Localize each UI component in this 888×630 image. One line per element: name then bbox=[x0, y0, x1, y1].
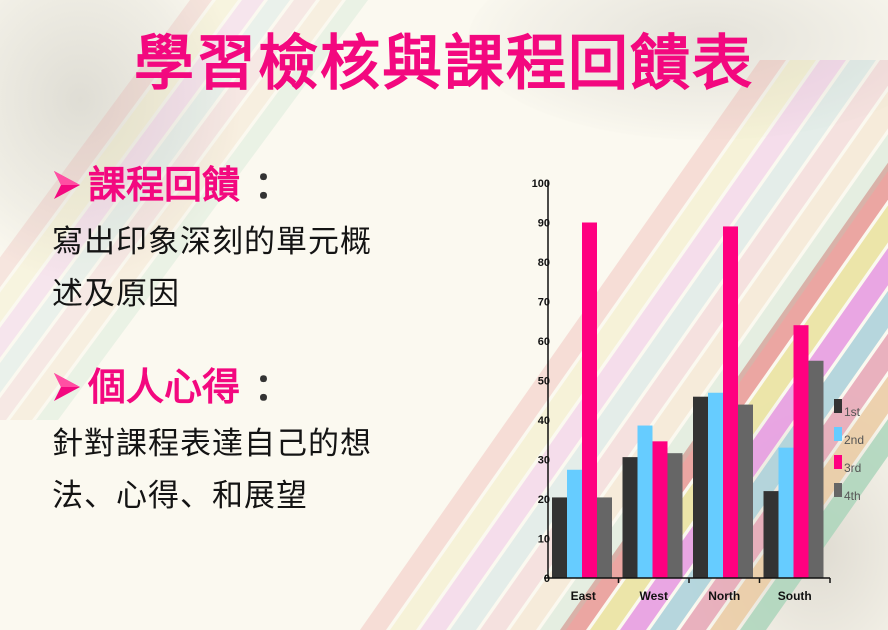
y-axis-tick-label: 70 bbox=[538, 297, 550, 309]
y-axis-tick-label: 80 bbox=[538, 257, 550, 269]
section-heading: 課程回饋 ： bbox=[52, 160, 372, 210]
stripe-faint bbox=[0, 0, 316, 420]
stripe-faint bbox=[0, 0, 290, 393]
bar-chart-canvas: East West North South 0 10 20 30 40 50 60 70 80 90 100… bbox=[532, 178, 864, 603]
bar-north-4th bbox=[738, 404, 753, 578]
body-line: 述及原因 bbox=[52, 276, 180, 312]
x-axis-label: East bbox=[571, 589, 596, 603]
stripe bbox=[620, 248, 888, 630]
body-line: 寫出印象深刻的單元概 bbox=[52, 224, 372, 260]
bar-east-2nd bbox=[567, 469, 582, 578]
stripe-faint bbox=[510, 91, 888, 630]
stripe-faint bbox=[10, 0, 342, 420]
legend-swatch bbox=[834, 427, 842, 441]
stripe-faint bbox=[0, 0, 212, 288]
legend-label: 4th bbox=[844, 489, 861, 503]
section-body: 寫出印象深刻的單元概 述及原因 bbox=[52, 216, 372, 320]
stripe-faint bbox=[36, 0, 368, 420]
y-axis-tick-label: 40 bbox=[538, 415, 550, 427]
legend-label: 3rd bbox=[844, 461, 861, 475]
stripe-faint bbox=[360, 60, 786, 630]
section-body: 針對課程表達自己的想 法、心得、和展望 bbox=[52, 418, 372, 522]
y-axis-tick-label: 10 bbox=[538, 534, 550, 546]
legend-swatch bbox=[834, 399, 842, 413]
y-axis-tick-label: 0 bbox=[544, 573, 550, 585]
x-axis-label: West bbox=[640, 589, 668, 603]
y-axis-tick-label: 50 bbox=[538, 376, 550, 388]
stripe-faint bbox=[0, 0, 264, 358]
section-heading: 個人心得 ： bbox=[52, 362, 372, 412]
section-personal-reflection: 個人心得 ： 針對課程表達自己的想 法、心得、和展望 bbox=[52, 362, 372, 522]
bar-west-3rd bbox=[652, 441, 668, 578]
section-heading-text: 課程回饋 bbox=[88, 163, 241, 207]
y-axis-tick-label: 20 bbox=[538, 494, 550, 506]
bar-east-1st bbox=[552, 497, 567, 578]
stripe-faint bbox=[420, 60, 846, 630]
bar-west-2nd bbox=[637, 425, 653, 578]
arrow-bullet-icon bbox=[54, 373, 80, 401]
x-axis-label: North bbox=[708, 589, 740, 603]
section-heading-colon: ： bbox=[254, 163, 293, 207]
bar-chart: East West North South 0 10 20 30 40 50 60 70 80 90 100… bbox=[520, 170, 880, 620]
stripe-faint bbox=[540, 134, 888, 630]
slide-title: 學習檢核與課程回饋表 bbox=[134, 29, 754, 99]
stripe bbox=[710, 376, 888, 630]
legend-swatch bbox=[834, 455, 842, 469]
body-line: 法、心得、和展望 bbox=[52, 478, 308, 514]
bar-north-1st bbox=[693, 396, 708, 578]
y-axis-tick-label: 100 bbox=[532, 178, 550, 190]
bar-south-4th bbox=[808, 360, 824, 578]
y-axis-tick-label: 60 bbox=[538, 336, 550, 348]
legend-label: 2nd bbox=[844, 433, 864, 447]
y-axis-tick-label: 30 bbox=[538, 455, 550, 467]
stripe-faint bbox=[450, 60, 876, 630]
body-line: 針對課程表達自己的想 bbox=[52, 426, 372, 462]
bar-north-3rd bbox=[723, 226, 738, 578]
stripe-faint bbox=[0, 0, 238, 323]
y-axis-tick-label: 90 bbox=[538, 218, 550, 230]
section-heading-text: 個人心得 bbox=[88, 365, 241, 409]
bar-west-4th bbox=[667, 453, 683, 578]
bar-west-1st bbox=[622, 457, 638, 578]
bar-north-2nd bbox=[708, 392, 723, 578]
stripe-faint bbox=[390, 60, 816, 630]
bar-south-2nd bbox=[778, 447, 794, 578]
section-heading-colon: ： bbox=[254, 365, 293, 409]
bar-east-4th bbox=[597, 497, 612, 578]
section-course-feedback: 課程回饋 ： 寫出印象深刻的單元概 述及原因 bbox=[52, 160, 372, 320]
legend-swatch bbox=[834, 483, 842, 497]
arrow-bullet-icon bbox=[54, 171, 80, 199]
bar-south-3rd bbox=[793, 325, 809, 578]
bar-south-1st bbox=[763, 491, 779, 578]
bar-east-3rd bbox=[582, 222, 597, 578]
x-axis-label: South bbox=[778, 589, 812, 603]
legend-label: 1st bbox=[844, 405, 861, 419]
